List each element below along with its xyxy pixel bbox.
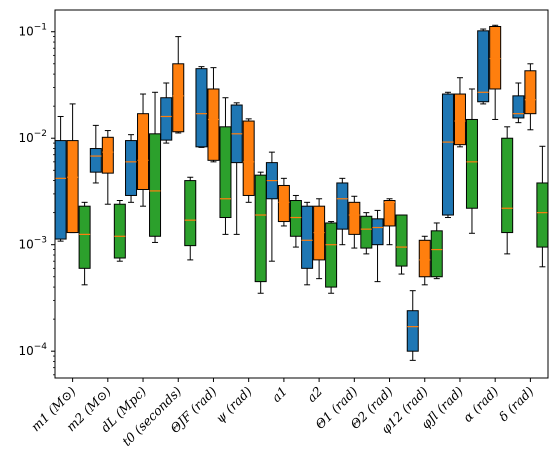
box-2-8 — [313, 198, 326, 280]
box-body — [184, 180, 197, 247]
box-2-1 — [66, 103, 79, 234]
box-body — [441, 93, 454, 216]
box-body — [101, 136, 114, 174]
box-2-3 — [137, 93, 150, 207]
box-body — [195, 68, 208, 148]
box-body — [219, 126, 232, 219]
box-2-13 — [489, 24, 502, 120]
box-body — [371, 218, 384, 246]
ticks-layer: 10−410−310−210−1m1 (M⊙)m2 (M⊙)dL (Mpc)t0… — [18, 23, 536, 449]
box-body — [512, 95, 525, 119]
box-3-6 — [254, 171, 267, 294]
box-2-5 — [207, 67, 220, 163]
box-3-2 — [113, 200, 126, 262]
x-tick-label: a1 — [269, 384, 291, 406]
x-tick-label: a2 — [304, 383, 326, 405]
x-tick-label: δ (rad) — [496, 383, 537, 424]
box-2-14 — [524, 63, 537, 131]
box-2-12 — [453, 77, 466, 148]
box-1-6 — [230, 102, 243, 235]
box-2-9 — [348, 195, 361, 249]
box-1-7 — [265, 151, 278, 262]
box-body — [325, 222, 338, 288]
box-2-10 — [383, 198, 396, 246]
box-body — [289, 200, 302, 237]
box-1-12 — [441, 91, 454, 219]
box-body — [277, 184, 290, 223]
box-body — [254, 174, 267, 283]
box-2-11 — [418, 235, 431, 286]
box-body — [418, 239, 431, 278]
box-1-11 — [406, 290, 419, 361]
box-3-13 — [501, 126, 514, 255]
box-body — [137, 113, 150, 190]
box-body — [524, 70, 537, 115]
box-body — [501, 137, 514, 234]
box-body — [54, 140, 67, 240]
box-1-5 — [195, 66, 208, 148]
box-body — [383, 200, 396, 227]
box-body — [113, 203, 126, 259]
box-3-12 — [465, 88, 478, 234]
box-body — [360, 215, 373, 249]
y-tick-label: 10−2 — [18, 129, 47, 145]
box-body — [406, 310, 419, 352]
box-body — [78, 205, 91, 269]
box-2-2 — [101, 130, 114, 205]
box-body — [489, 25, 502, 90]
box-body — [160, 97, 173, 141]
box-3-1 — [78, 201, 91, 286]
box-body — [348, 201, 361, 235]
box-body — [430, 230, 443, 278]
box-3-9 — [360, 212, 373, 255]
box-body — [125, 140, 138, 196]
box-1-13 — [477, 28, 490, 105]
box-2-7 — [277, 177, 290, 227]
x-tick-label: α (rad) — [460, 383, 502, 425]
box-1-3 — [125, 134, 138, 203]
box-2-6 — [242, 118, 255, 203]
y-tick-label: 10−4 — [18, 342, 47, 358]
box-body — [536, 182, 549, 248]
box-body — [465, 118, 478, 209]
y-tick-label: 10−3 — [18, 236, 47, 252]
box-body — [336, 182, 349, 230]
box-3-11 — [430, 222, 443, 280]
box-1-10 — [371, 209, 384, 283]
box-3-4 — [184, 176, 197, 261]
box-1-14 — [512, 82, 525, 124]
box-body — [149, 133, 162, 237]
box-3-7 — [289, 194, 302, 248]
box-body — [207, 88, 220, 161]
box-2-4 — [172, 36, 185, 134]
box-1-4 — [160, 82, 173, 144]
box-body — [66, 140, 79, 234]
box-body — [242, 120, 255, 196]
box-3-5 — [219, 97, 232, 235]
box-1-2 — [89, 124, 102, 184]
box-body — [395, 214, 408, 267]
box-body — [453, 93, 466, 146]
box-1-1 — [54, 115, 67, 242]
box-3-10 — [395, 214, 408, 275]
x-tick-label: ψ (rad) — [212, 383, 254, 425]
box-3-14 — [536, 145, 549, 268]
y-tick-label: 10−1 — [18, 23, 47, 39]
box-3-8 — [325, 221, 338, 294]
box-body — [89, 148, 102, 173]
boxes-layer — [54, 24, 549, 361]
box-1-8 — [301, 201, 314, 286]
box-body — [301, 205, 314, 269]
box-1-9 — [336, 177, 349, 246]
box-3-3 — [149, 91, 162, 243]
box-body — [477, 30, 490, 103]
box-body — [172, 63, 185, 133]
